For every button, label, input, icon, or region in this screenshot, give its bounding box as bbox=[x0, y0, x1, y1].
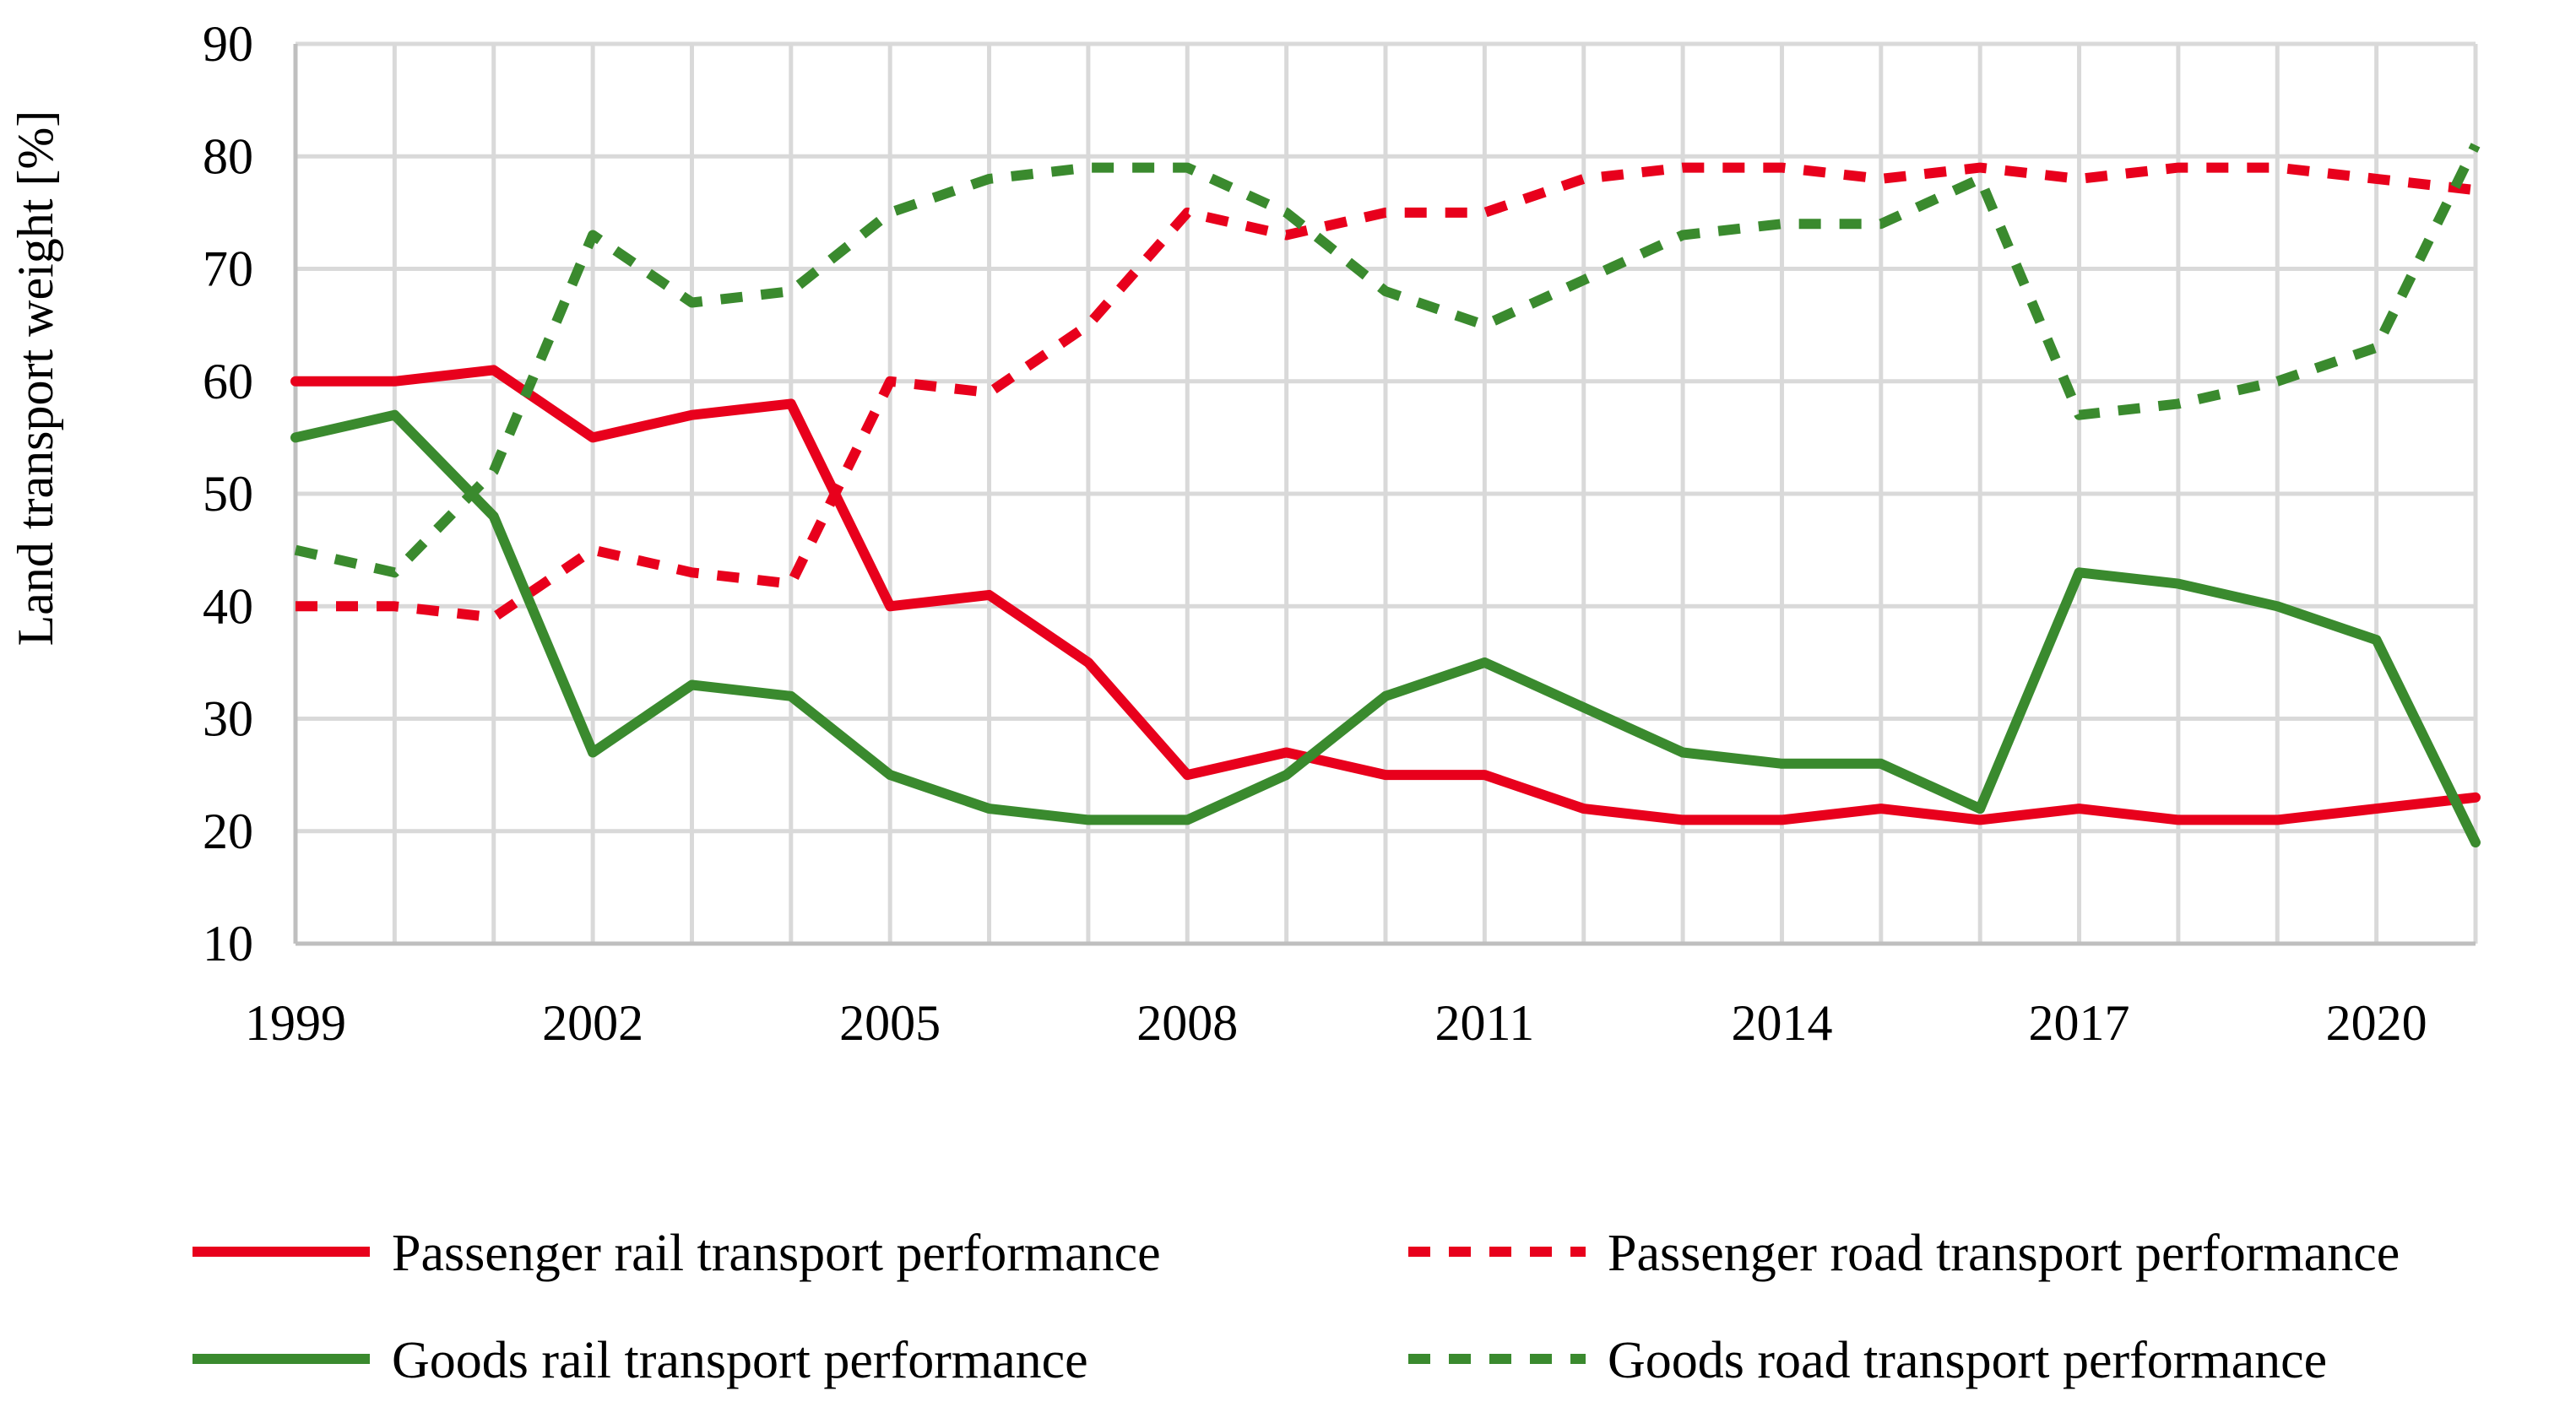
y-tick-label: 60 bbox=[203, 354, 253, 409]
x-tick-label: 2020 bbox=[2326, 995, 2427, 1051]
x-tick-label: 2005 bbox=[839, 995, 941, 1051]
x-tick-label: 2011 bbox=[1434, 995, 1534, 1051]
y-tick-label: 10 bbox=[203, 916, 253, 971]
series-line-goods-rail-transport-performance bbox=[290, 409, 2481, 848]
y-tick-label: 20 bbox=[203, 804, 253, 859]
y-tick-label: 40 bbox=[203, 578, 253, 634]
y-tick-label: 50 bbox=[203, 466, 253, 522]
y-tick-label: 90 bbox=[203, 16, 253, 72]
x-tick-label: 2014 bbox=[1731, 995, 1832, 1051]
legend: Passenger rail transport performance Pass… bbox=[193, 1225, 2400, 1389]
x-tick-label: 2002 bbox=[542, 995, 643, 1051]
axes bbox=[293, 44, 2476, 946]
y-axis-title: Land transport weight [%] bbox=[8, 111, 63, 647]
x-tick-label: 1999 bbox=[245, 995, 346, 1051]
y-tick-label: 70 bbox=[203, 241, 253, 297]
series-lines bbox=[290, 143, 2481, 848]
legend-label: Goods rail transport performance bbox=[392, 1332, 1088, 1389]
y-tick-label: 30 bbox=[203, 691, 253, 747]
x-tick-label: 2017 bbox=[2029, 995, 2130, 1051]
x-tick-label: 2008 bbox=[1136, 995, 1238, 1051]
legend-label: Passenger road transport performance bbox=[1608, 1225, 2400, 1282]
series-line-passenger-road-transport-performance bbox=[296, 162, 2476, 623]
series-line-goods-road-transport-performance bbox=[294, 143, 2481, 578]
legend-label: Passenger rail transport performance bbox=[392, 1225, 1161, 1282]
y-tick-label: 80 bbox=[203, 128, 253, 184]
gridlines bbox=[293, 41, 2478, 946]
series-line-passenger-rail-transport-performance bbox=[290, 365, 2481, 825]
legend-label: Goods road transport performance bbox=[1608, 1332, 2327, 1389]
tick-labels: 10 20 30 40 50 60 70 80 90 1999 2002 2005 2008 2011 20… bbox=[203, 16, 2427, 1051]
